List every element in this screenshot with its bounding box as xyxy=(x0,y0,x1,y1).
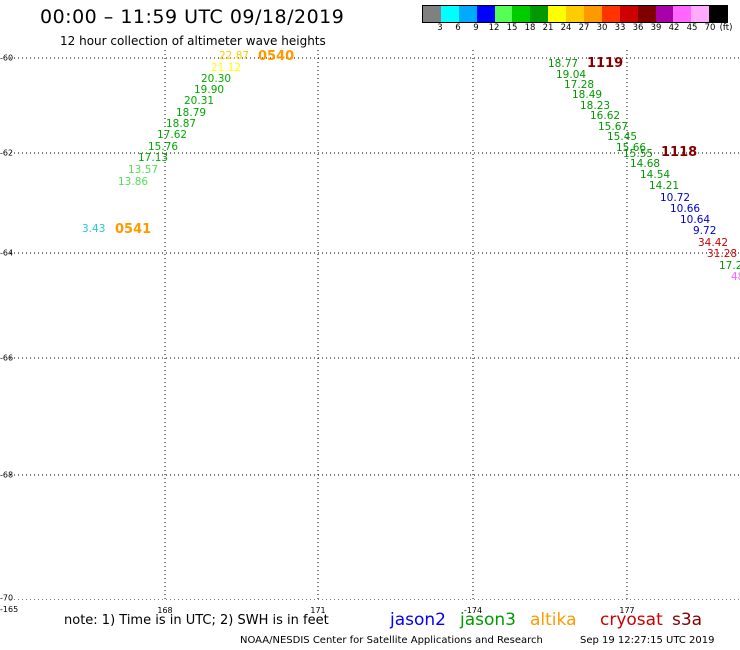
legend-swatch xyxy=(530,6,549,22)
wave-height-value: 15.76 xyxy=(148,141,179,153)
legend-label: (ft) xyxy=(719,23,733,33)
wave-height-value: 31.28 xyxy=(707,248,738,260)
wave-height-value: 18.49 xyxy=(572,89,603,101)
wave-height-value: 13.57 xyxy=(128,164,159,176)
wave-height-value: 18.87 xyxy=(166,118,197,130)
legend-swatch xyxy=(655,6,674,22)
lat-label: -64 xyxy=(0,248,14,258)
legend-label: 24 xyxy=(560,23,572,33)
legend-label: 30 xyxy=(596,23,608,33)
lat-label: -60 xyxy=(0,53,14,63)
satellite-legend-cryosat: cryosat xyxy=(600,610,663,630)
wave-height-value: 18.23 xyxy=(580,100,611,112)
legend-label: 39 xyxy=(650,23,662,33)
wave-height-value: 17.28 xyxy=(564,79,595,91)
legend-swatch xyxy=(548,6,567,22)
wave-height-value: 10.72 xyxy=(660,192,691,204)
footer-timestamp: Sep 19 12:27:15 UTC 2019 xyxy=(580,635,715,646)
pass-time-label: 0541 xyxy=(115,222,152,237)
lon-label: 171 xyxy=(310,606,326,615)
wave-height-value: 19.04 xyxy=(556,69,587,81)
lat-label: -62 xyxy=(0,148,14,158)
lon-label: 168 xyxy=(157,606,173,615)
page-title: 00:00 – 11:59 UTC 09/18/2019 xyxy=(40,6,345,28)
wave-height-value: 15.67 xyxy=(598,121,629,133)
pass-time-label: 1119 xyxy=(587,56,624,71)
satellite-legend-s3a: s3a xyxy=(672,610,703,630)
legend-swatch xyxy=(619,6,638,22)
legend-label: 45 xyxy=(686,23,698,33)
satellite-legend-altika: altika xyxy=(530,610,577,630)
lat-label: -70 xyxy=(0,593,14,603)
wave-height-value: 20.31 xyxy=(184,95,215,107)
lon-label: -174 xyxy=(463,606,483,615)
legend-label: 3 xyxy=(437,23,443,33)
legend-swatch xyxy=(476,6,495,22)
legend-label: 6 xyxy=(455,23,461,33)
wave-height-value: 13.86 xyxy=(118,176,149,188)
legend-label: 15 xyxy=(506,23,518,33)
wave-height-value: 21.12 xyxy=(211,62,242,74)
legend-label: 18 xyxy=(524,23,536,33)
wave-height-value: 34.42 xyxy=(698,237,729,249)
satellite-legend-jason2: jason2 xyxy=(390,610,446,630)
pass-time-label: 1118 xyxy=(661,145,698,160)
color-scale-legend xyxy=(422,5,729,23)
wave-height-value: 17.2 xyxy=(719,260,740,272)
legend-label: 27 xyxy=(578,23,590,33)
wave-height-value: 17.13 xyxy=(138,152,169,164)
wave-height-value: 18.79 xyxy=(176,107,207,119)
color-scale-labels: 3 6 9 12 15 18 21 24 27 30 33 36 39 42 45 70 (ft) xyxy=(422,23,740,35)
wave-height-value: 14.21 xyxy=(649,180,680,192)
legend-label: 36 xyxy=(632,23,644,33)
wave-height-value: 3.43 xyxy=(82,223,106,235)
satellite-legend-jason3: jason3 xyxy=(460,610,516,630)
wave-height-value: 15.66 xyxy=(616,142,647,154)
legend-swatch xyxy=(440,6,459,22)
legend-swatch xyxy=(458,6,477,22)
legend-swatch xyxy=(709,6,728,22)
wave-height-value: 15.45 xyxy=(607,131,638,143)
pass-time-label: 0540 xyxy=(258,49,295,64)
legend-label: 12 xyxy=(488,23,500,33)
wave-height-value: 14.68 xyxy=(630,158,661,170)
units-note: note: 1) Time is in UTC; 2) SWH is in fe… xyxy=(64,613,329,628)
lon-label: -165 xyxy=(0,605,19,614)
wave-height-value: 22.87 xyxy=(219,50,250,62)
legend-swatch xyxy=(566,6,585,22)
legend-swatch xyxy=(512,6,531,22)
legend-swatch xyxy=(673,6,692,22)
legend-label: 33 xyxy=(614,23,626,33)
lat-label: -66 xyxy=(0,353,14,363)
map-frame xyxy=(10,50,740,600)
legend-swatch xyxy=(637,6,656,22)
legend-swatch xyxy=(494,6,513,22)
wave-height-value: 10.64 xyxy=(680,214,711,226)
legend-label: 9 xyxy=(473,23,479,33)
wave-height-value: 18.77 xyxy=(548,58,579,70)
map-grid xyxy=(10,50,740,600)
wave-height-value: 9.72 xyxy=(693,225,717,237)
page-subtitle: 12 hour collection of altimeter wave hei… xyxy=(60,34,326,48)
legend-swatch xyxy=(423,6,441,22)
wave-height-value: 20.30 xyxy=(201,73,232,85)
legend-swatch xyxy=(601,6,620,22)
legend-label: 42 xyxy=(668,23,680,33)
wave-height-value: 17.62 xyxy=(157,129,188,141)
lon-label: 177 xyxy=(619,606,635,615)
wave-height-value: 10.66 xyxy=(670,203,701,215)
wave-height-value: 48 xyxy=(731,271,740,283)
wave-height-value: 14.54 xyxy=(640,169,671,181)
legend-swatch xyxy=(584,6,602,22)
legend-label: 21 xyxy=(542,23,554,33)
legend-swatch xyxy=(691,6,710,22)
wave-height-value: 16.62 xyxy=(590,110,621,122)
footer-credit: NOAA/NESDIS Center for Satellite Applica… xyxy=(240,635,543,646)
wave-height-value: 15.55 xyxy=(623,148,654,160)
legend-label: 70 xyxy=(704,23,716,33)
wave-height-value: 19.90 xyxy=(194,84,225,96)
lat-label: -68 xyxy=(0,470,14,480)
